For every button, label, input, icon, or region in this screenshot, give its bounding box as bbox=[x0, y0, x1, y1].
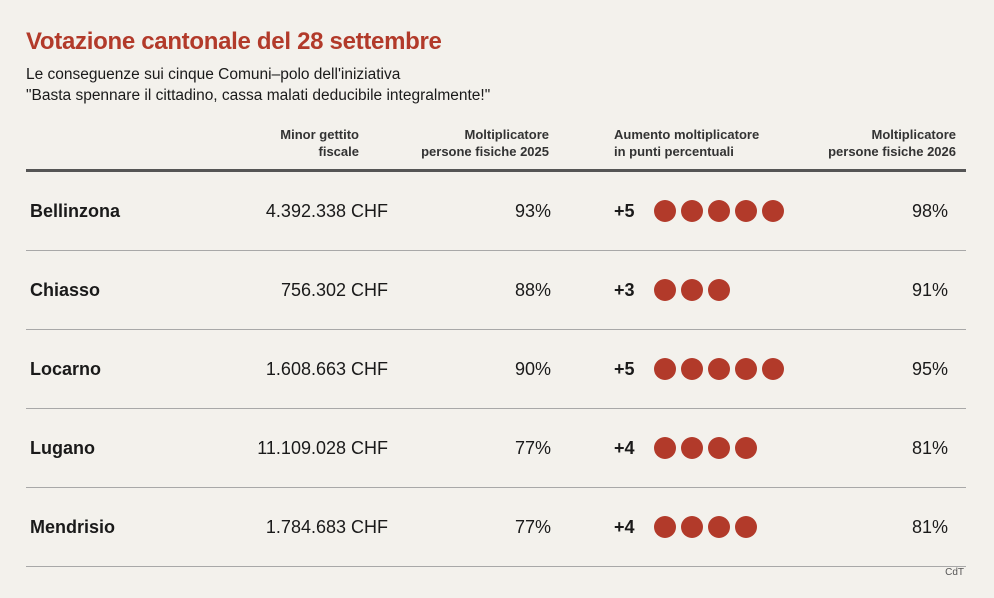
minor-gettito-value: 4.392.338 CHF bbox=[265, 200, 388, 221]
moltiplicatore-2025-value: 88% bbox=[514, 279, 551, 300]
aumento-point-dot bbox=[681, 200, 703, 222]
moltiplicatore-2026-value: 95% bbox=[911, 358, 948, 379]
header-m2026-line1: Moltiplicatore bbox=[871, 127, 956, 142]
aumento-point-dot bbox=[708, 516, 730, 538]
header-m2025-line1: Moltiplicatore bbox=[464, 127, 549, 142]
comune-name: Bellinzona bbox=[30, 200, 121, 221]
aumento-value: +4 bbox=[614, 437, 635, 458]
moltiplicatore-2025-value: 77% bbox=[514, 437, 551, 458]
comune-name: Chiasso bbox=[30, 279, 101, 300]
aumento-point-dot bbox=[681, 516, 703, 538]
row-divider bbox=[26, 566, 966, 567]
aumento-point-dot bbox=[654, 437, 676, 459]
comune-name: Locarno bbox=[30, 358, 102, 379]
row-divider bbox=[26, 250, 966, 251]
minor-gettito-value: 756.302 CHF bbox=[280, 279, 388, 300]
moltiplicatore-2026-value: 81% bbox=[911, 437, 948, 458]
aumento-point-dot bbox=[681, 358, 703, 380]
table-row: Chiasso 756.302 CHF 88% +3 91% bbox=[26, 251, 966, 330]
aumento-point-dot bbox=[735, 437, 757, 459]
header-minor-gettito-line2: fiscale bbox=[318, 144, 359, 159]
minor-gettito-value: 11.109.028 CHF bbox=[257, 437, 388, 458]
moltiplicatore-2026-value: 91% bbox=[911, 279, 948, 300]
header-minor-gettito-line1: Minor gettito bbox=[280, 127, 359, 142]
aumento-point-dot bbox=[762, 358, 784, 380]
table-row: Bellinzona 4.392.338 CHF 93% +5 98% bbox=[26, 172, 966, 251]
aumento-point-dot bbox=[681, 437, 703, 459]
aumento-point-dot bbox=[762, 200, 784, 222]
aumento-point-dot bbox=[735, 200, 757, 222]
table-row: Locarno 1.608.663 CHF 90% +5 95% bbox=[26, 330, 966, 409]
aumento-dots bbox=[654, 330, 784, 408]
aumento-point-dot bbox=[708, 200, 730, 222]
chart-title: Votazione cantonale del 28 settembre bbox=[26, 28, 442, 55]
header-aumento-line2: in punti percentuali bbox=[614, 144, 734, 159]
aumento-point-dot bbox=[708, 279, 730, 301]
aumento-point-dot bbox=[654, 358, 676, 380]
aumento-dots bbox=[654, 409, 757, 487]
row-divider bbox=[26, 329, 966, 330]
aumento-point-dot bbox=[708, 358, 730, 380]
moltiplicatore-2026-value: 98% bbox=[911, 200, 948, 221]
moltiplicatore-2025-value: 93% bbox=[514, 200, 551, 221]
aumento-value: +3 bbox=[614, 279, 635, 300]
aumento-dots bbox=[654, 172, 784, 250]
minor-gettito-value: 1.784.683 CHF bbox=[265, 516, 388, 537]
minor-gettito-value: 1.608.663 CHF bbox=[265, 358, 388, 379]
aumento-point-dot bbox=[681, 279, 703, 301]
aumento-dots bbox=[654, 251, 730, 329]
moltiplicatore-2025-value: 77% bbox=[514, 516, 551, 537]
aumento-value: +5 bbox=[614, 200, 635, 221]
moltiplicatore-2025-value: 90% bbox=[514, 358, 551, 379]
aumento-value: +4 bbox=[614, 516, 635, 537]
aumento-point-dot bbox=[654, 279, 676, 301]
header-moltiplicatore-2026: Moltiplicatore persone fisiche 2026 bbox=[828, 126, 956, 160]
aumento-dots bbox=[654, 488, 757, 566]
comune-name: Mendrisio bbox=[30, 516, 116, 537]
subtitle-line-1: Le conseguenze sui cinque Comuni–polo de… bbox=[26, 66, 401, 83]
table-row: Mendrisio 1.784.683 CHF 77% +4 81% bbox=[26, 488, 966, 567]
chart-subtitle: Le conseguenze sui cinque Comuni–polo de… bbox=[26, 64, 490, 106]
header-moltiplicatore-2025: Moltiplicatore persone fisiche 2025 bbox=[421, 126, 549, 160]
aumento-point-dot bbox=[654, 200, 676, 222]
subtitle-line-2: "Basta spennare il cittadino, cassa mala… bbox=[26, 87, 491, 104]
moltiplicatore-2026-value: 81% bbox=[911, 516, 948, 537]
header-m2026-line2: persone fisiche 2026 bbox=[828, 144, 956, 159]
aumento-point-dot bbox=[654, 516, 676, 538]
row-divider bbox=[26, 487, 966, 488]
header-aumento: Aumento moltiplicatore in punti percentu… bbox=[614, 126, 759, 160]
header-aumento-line1: Aumento moltiplicatore bbox=[614, 127, 760, 142]
aumento-point-dot bbox=[708, 437, 730, 459]
aumento-value: +5 bbox=[614, 358, 635, 379]
table-row: Lugano 11.109.028 CHF 77% +4 81% bbox=[26, 409, 966, 488]
row-divider bbox=[26, 408, 966, 409]
table-top-rule bbox=[26, 169, 966, 172]
header-minor-gettito: Minor gettito fiscale bbox=[280, 126, 359, 160]
header-m2025-line2: persone fisiche 2025 bbox=[421, 144, 549, 159]
aumento-point-dot bbox=[735, 516, 757, 538]
source-credit: CdT bbox=[945, 567, 964, 578]
aumento-point-dot bbox=[735, 358, 757, 380]
comune-name: Lugano bbox=[30, 437, 95, 458]
